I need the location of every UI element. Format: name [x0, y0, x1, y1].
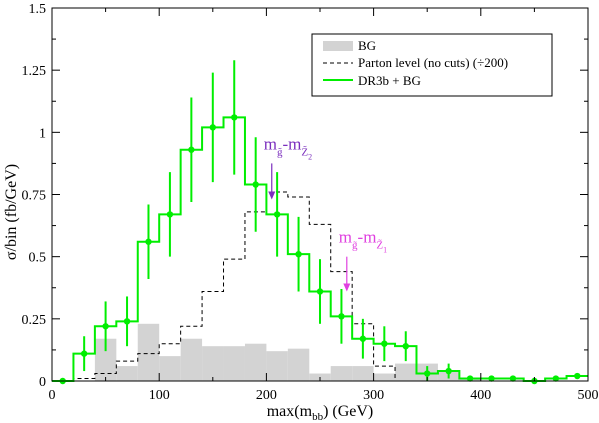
data-point — [445, 367, 452, 375]
data-point — [509, 375, 517, 382]
data-point — [338, 313, 345, 320]
data-point — [488, 375, 495, 382]
signal-histogram — [52, 116, 588, 382]
bg-bar — [223, 346, 245, 381]
data-point — [574, 372, 581, 380]
bg-bar — [180, 338, 203, 381]
data-point — [231, 114, 238, 121]
legend-swatch-bg — [323, 41, 353, 51]
annotation-label-2: mg̃-mZ̃1 — [339, 228, 387, 255]
x-tick-label: 500 — [578, 388, 599, 403]
bg-bar — [352, 366, 374, 381]
data-point — [188, 146, 195, 153]
y-tick-label: 0 — [39, 375, 46, 390]
data-points — [59, 114, 581, 385]
bg-bar — [266, 351, 288, 381]
x-tick-label: 300 — [363, 388, 384, 403]
y-tick-label: 1.25 — [22, 64, 47, 79]
y-axis-label: σ/bin (fb/GeV) — [3, 164, 20, 260]
y-tick-label: 0.75 — [22, 189, 47, 204]
bg-bar — [202, 346, 224, 381]
data-point — [466, 375, 474, 382]
bg-bar — [244, 343, 267, 381]
legend: BG Parton level (no cuts) (÷200) DR3b + … — [311, 33, 553, 97]
bg-bar — [395, 363, 417, 381]
bg-bar — [373, 373, 396, 381]
data-point — [209, 124, 216, 131]
data-point — [359, 335, 367, 342]
signal-step-line — [52, 116, 588, 382]
bg-bar — [287, 348, 310, 381]
x-axis-ticks: 0 100 200 300 400 500 — [49, 8, 599, 403]
legend-label-bg: BG — [358, 38, 376, 53]
data-point — [552, 375, 560, 382]
data-point — [102, 323, 109, 330]
data-point — [80, 350, 88, 357]
data-point — [145, 238, 152, 245]
y-axis-ticks: 0 0.25 0.5 0.75 1 1.25 1.5 — [22, 2, 588, 390]
data-point — [316, 288, 324, 295]
y-tick-label: 0.5 — [29, 251, 47, 266]
annotation-label-1: mg̃-mZ̃2 — [264, 134, 312, 161]
bg-bar — [94, 338, 117, 381]
annotation-arrowhead-1 — [268, 191, 276, 200]
legend-label-parton: Parton level (no cuts) (÷200) — [358, 55, 508, 70]
data-point — [252, 181, 259, 188]
data-point — [166, 211, 174, 218]
data-point — [273, 211, 281, 218]
x-tick-label: 200 — [256, 388, 277, 403]
y-tick-label: 1 — [39, 126, 46, 141]
y-tick-label: 1.5 — [29, 2, 47, 17]
y-tick-label: 0.25 — [22, 313, 47, 328]
data-point — [424, 370, 431, 377]
bg-bar — [116, 366, 138, 381]
data-point — [123, 318, 131, 325]
x-axis-label: max(mbb) (GeV) — [267, 403, 374, 423]
annotations: mg̃-mZ̃2 mg̃-mZ̃1 — [264, 134, 387, 292]
annotation-arrowhead-2 — [343, 283, 351, 292]
x-tick-label: 100 — [149, 388, 170, 403]
data-point — [381, 340, 388, 347]
bg-bar — [137, 323, 160, 381]
data-point — [295, 250, 302, 258]
bg-bar — [330, 366, 353, 381]
bg-histogram — [94, 323, 481, 381]
bg-bar — [159, 356, 181, 381]
x-tick-label: 400 — [470, 388, 491, 403]
legend-label-signal: DR3b + BG — [358, 73, 421, 88]
plot-area: 0 100 200 300 400 500 0 0.25 0.5 0.75 1 1.25 1.5 mg… — [22, 2, 599, 403]
data-point — [402, 342, 409, 350]
x-tick-label: 0 — [49, 388, 56, 403]
